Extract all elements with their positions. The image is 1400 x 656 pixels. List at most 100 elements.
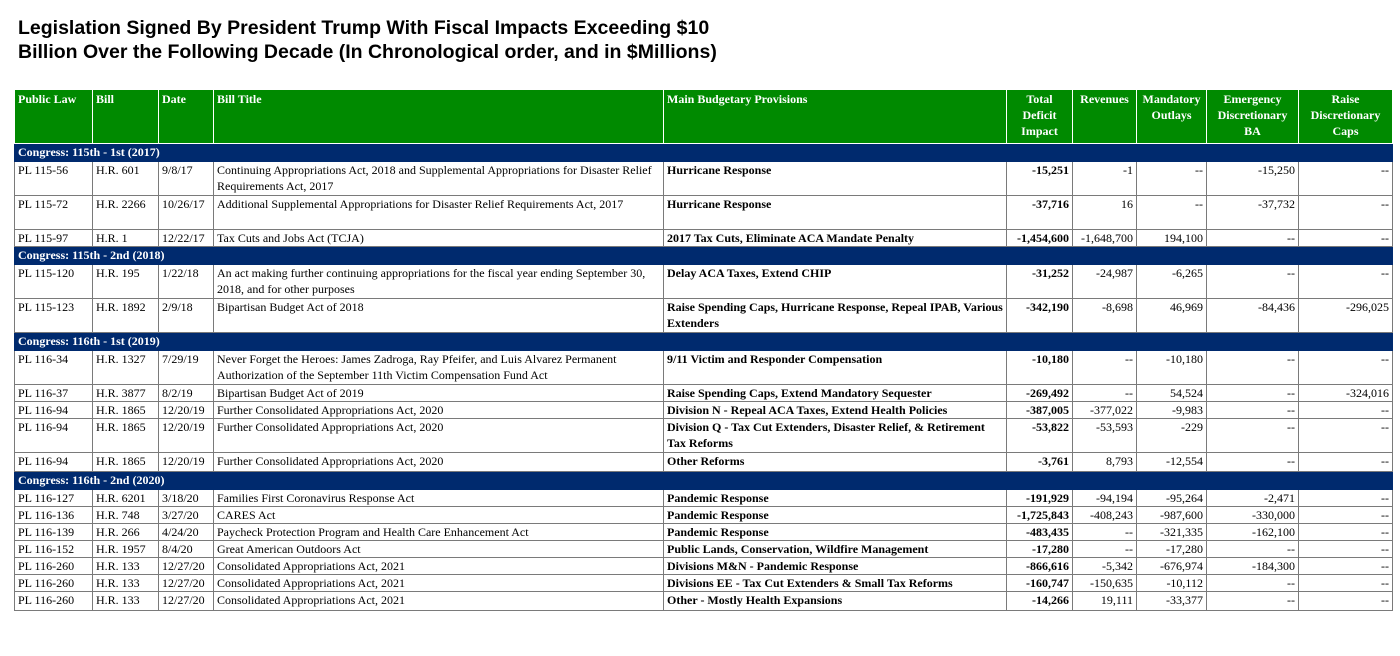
date-cell: 10/26/17 xyxy=(158,195,214,230)
emergency-ba-cell: -- xyxy=(1206,452,1299,472)
table-row: PL 115-56 H.R. 601 9/8/17 Continuing Approp… xyxy=(14,161,1393,196)
revenues-cell: -1,648,700 xyxy=(1072,229,1137,247)
public-law-cell: PL 115-56 xyxy=(14,161,93,196)
date-cell: 3/27/20 xyxy=(158,506,214,524)
total-deficit-cell: -160,747 xyxy=(1006,574,1073,592)
revenues-cell: -1 xyxy=(1072,161,1137,196)
public-law-cell: PL 115-123 xyxy=(14,298,93,333)
header-date: Date xyxy=(158,89,214,144)
bill-cell: H.R. 1892 xyxy=(92,298,159,333)
bill-title-cell: Consolidated Appropriations Act, 2021 xyxy=(213,591,664,611)
bill-cell: H.R. 3877 xyxy=(92,384,159,402)
emergency-ba-cell: -- xyxy=(1206,574,1299,592)
congress-header-row: Congress: 116th - 2nd (2020) xyxy=(14,471,1393,490)
date-cell: 2/9/18 xyxy=(158,298,214,333)
date-cell: 12/27/20 xyxy=(158,591,214,611)
mandatory-outlays-cell: -10,180 xyxy=(1136,350,1207,385)
raise-caps-cell: -- xyxy=(1298,574,1393,592)
table-row: PL 116-260 H.R. 133 12/27/20 Consolidated A… xyxy=(14,557,1393,575)
date-cell: 12/20/19 xyxy=(158,401,214,419)
emergency-ba-cell: -- xyxy=(1206,384,1299,402)
bill-title-cell: Continuing Appropriations Act, 2018 and … xyxy=(213,161,664,196)
bill-cell: H.R. 133 xyxy=(92,591,159,611)
date-cell: 12/27/20 xyxy=(158,574,214,592)
public-law-cell: PL 116-136 xyxy=(14,506,93,524)
raise-caps-cell: -- xyxy=(1298,591,1393,611)
table-row: PL 116-260 H.R. 133 12/27/20 Consolidated A… xyxy=(14,574,1393,592)
bill-cell: H.R. 1 xyxy=(92,229,159,247)
raise-caps-cell: -296,025 xyxy=(1298,298,1393,333)
revenues-cell: -- xyxy=(1072,523,1137,541)
congress-label: Congress: 116th - 1st (2019) xyxy=(14,332,1393,351)
emergency-ba-cell: -162,100 xyxy=(1206,523,1299,541)
header-emergency: Emergency Discretionary BA xyxy=(1206,89,1299,144)
bill-cell: H.R. 601 xyxy=(92,161,159,196)
raise-caps-cell: -- xyxy=(1298,350,1393,385)
bill-title-cell: Tax Cuts and Jobs Act (TCJA) xyxy=(213,229,664,247)
header-bill-title: Bill Title xyxy=(213,89,664,144)
total-deficit-cell: -14,266 xyxy=(1006,591,1073,611)
header-public-law: Public Law xyxy=(14,89,93,144)
congress-header-row: Congress: 115th - 1st (2017) xyxy=(14,143,1393,162)
total-deficit-cell: -1,454,600 xyxy=(1006,229,1073,247)
table-row: PL 116-152 H.R. 1957 8/4/20 Great American … xyxy=(14,540,1393,558)
emergency-ba-cell: -37,732 xyxy=(1206,195,1299,230)
table-row: PL 115-123 H.R. 1892 2/9/18 Bipartisan Budg… xyxy=(14,298,1393,333)
bill-cell: H.R. 1957 xyxy=(92,540,159,558)
raise-caps-cell: -- xyxy=(1298,418,1393,453)
bill-title-cell: Bipartisan Budget Act of 2019 xyxy=(213,384,664,402)
emergency-ba-cell: -- xyxy=(1206,418,1299,453)
bill-cell: H.R. 1327 xyxy=(92,350,159,385)
bill-cell: H.R. 195 xyxy=(92,264,159,299)
total-deficit-cell: -17,280 xyxy=(1006,540,1073,558)
emergency-ba-cell: -330,000 xyxy=(1206,506,1299,524)
public-law-cell: PL 116-37 xyxy=(14,384,93,402)
emergency-ba-cell: -184,300 xyxy=(1206,557,1299,575)
provisions-cell: Hurricane Response xyxy=(663,161,1007,196)
public-law-cell: PL 115-120 xyxy=(14,264,93,299)
date-cell: 7/29/19 xyxy=(158,350,214,385)
public-law-cell: PL 116-94 xyxy=(14,401,93,419)
provisions-cell: Divisions M&N - Pandemic Response xyxy=(663,557,1007,575)
bill-cell: H.R. 2266 xyxy=(92,195,159,230)
revenues-cell: -53,593 xyxy=(1072,418,1137,453)
provisions-cell: Other - Mostly Health Expansions xyxy=(663,591,1007,611)
total-deficit-cell: -866,616 xyxy=(1006,557,1073,575)
bill-title-cell: Consolidated Appropriations Act, 2021 xyxy=(213,574,664,592)
revenues-cell: -408,243 xyxy=(1072,506,1137,524)
table-row: PL 116-139 H.R. 266 4/24/20 Paycheck Protec… xyxy=(14,523,1393,541)
revenues-cell: -- xyxy=(1072,384,1137,402)
total-deficit-cell: -1,725,843 xyxy=(1006,506,1073,524)
revenues-cell: -8,698 xyxy=(1072,298,1137,333)
header-row: Public Law Bill Date Bill Title Main Bud… xyxy=(14,89,1393,144)
total-deficit-cell: -269,492 xyxy=(1006,384,1073,402)
bill-title-cell: An act making further continuing appropr… xyxy=(213,264,664,299)
revenues-cell: -377,022 xyxy=(1072,401,1137,419)
mandatory-outlays-cell: -229 xyxy=(1136,418,1207,453)
public-law-cell: PL 116-94 xyxy=(14,452,93,472)
provisions-cell: Raise Spending Caps, Extend Mandatory Se… xyxy=(663,384,1007,402)
header-raise-caps: Raise Discretionary Caps xyxy=(1298,89,1393,144)
provisions-cell: Hurricane Response xyxy=(663,195,1007,230)
congress-header-row: Congress: 116th - 1st (2019) xyxy=(14,332,1393,351)
raise-caps-cell: -- xyxy=(1298,557,1393,575)
revenues-cell: -5,342 xyxy=(1072,557,1137,575)
public-law-cell: PL 116-94 xyxy=(14,418,93,453)
date-cell: 4/24/20 xyxy=(158,523,214,541)
mandatory-outlays-cell: -- xyxy=(1136,195,1207,230)
header-provisions: Main Budgetary Provisions xyxy=(663,89,1007,144)
table-row: PL 116-94 H.R. 1865 12/20/19 Further Consol… xyxy=(14,401,1393,419)
total-deficit-cell: -387,005 xyxy=(1006,401,1073,419)
congress-header-row: Congress: 115th - 2nd (2018) xyxy=(14,246,1393,265)
revenues-cell: -150,635 xyxy=(1072,574,1137,592)
provisions-cell: Raise Spending Caps, Hurricane Response,… xyxy=(663,298,1007,333)
table-row: PL 116-127 H.R. 6201 3/18/20 Families First… xyxy=(14,489,1393,507)
provisions-cell: Pandemic Response xyxy=(663,489,1007,507)
mandatory-outlays-cell: -6,265 xyxy=(1136,264,1207,299)
mandatory-outlays-cell: -17,280 xyxy=(1136,540,1207,558)
date-cell: 8/2/19 xyxy=(158,384,214,402)
emergency-ba-cell: -- xyxy=(1206,229,1299,247)
bill-cell: H.R. 1865 xyxy=(92,418,159,453)
mandatory-outlays-cell: 54,524 xyxy=(1136,384,1207,402)
public-law-cell: PL 116-260 xyxy=(14,574,93,592)
